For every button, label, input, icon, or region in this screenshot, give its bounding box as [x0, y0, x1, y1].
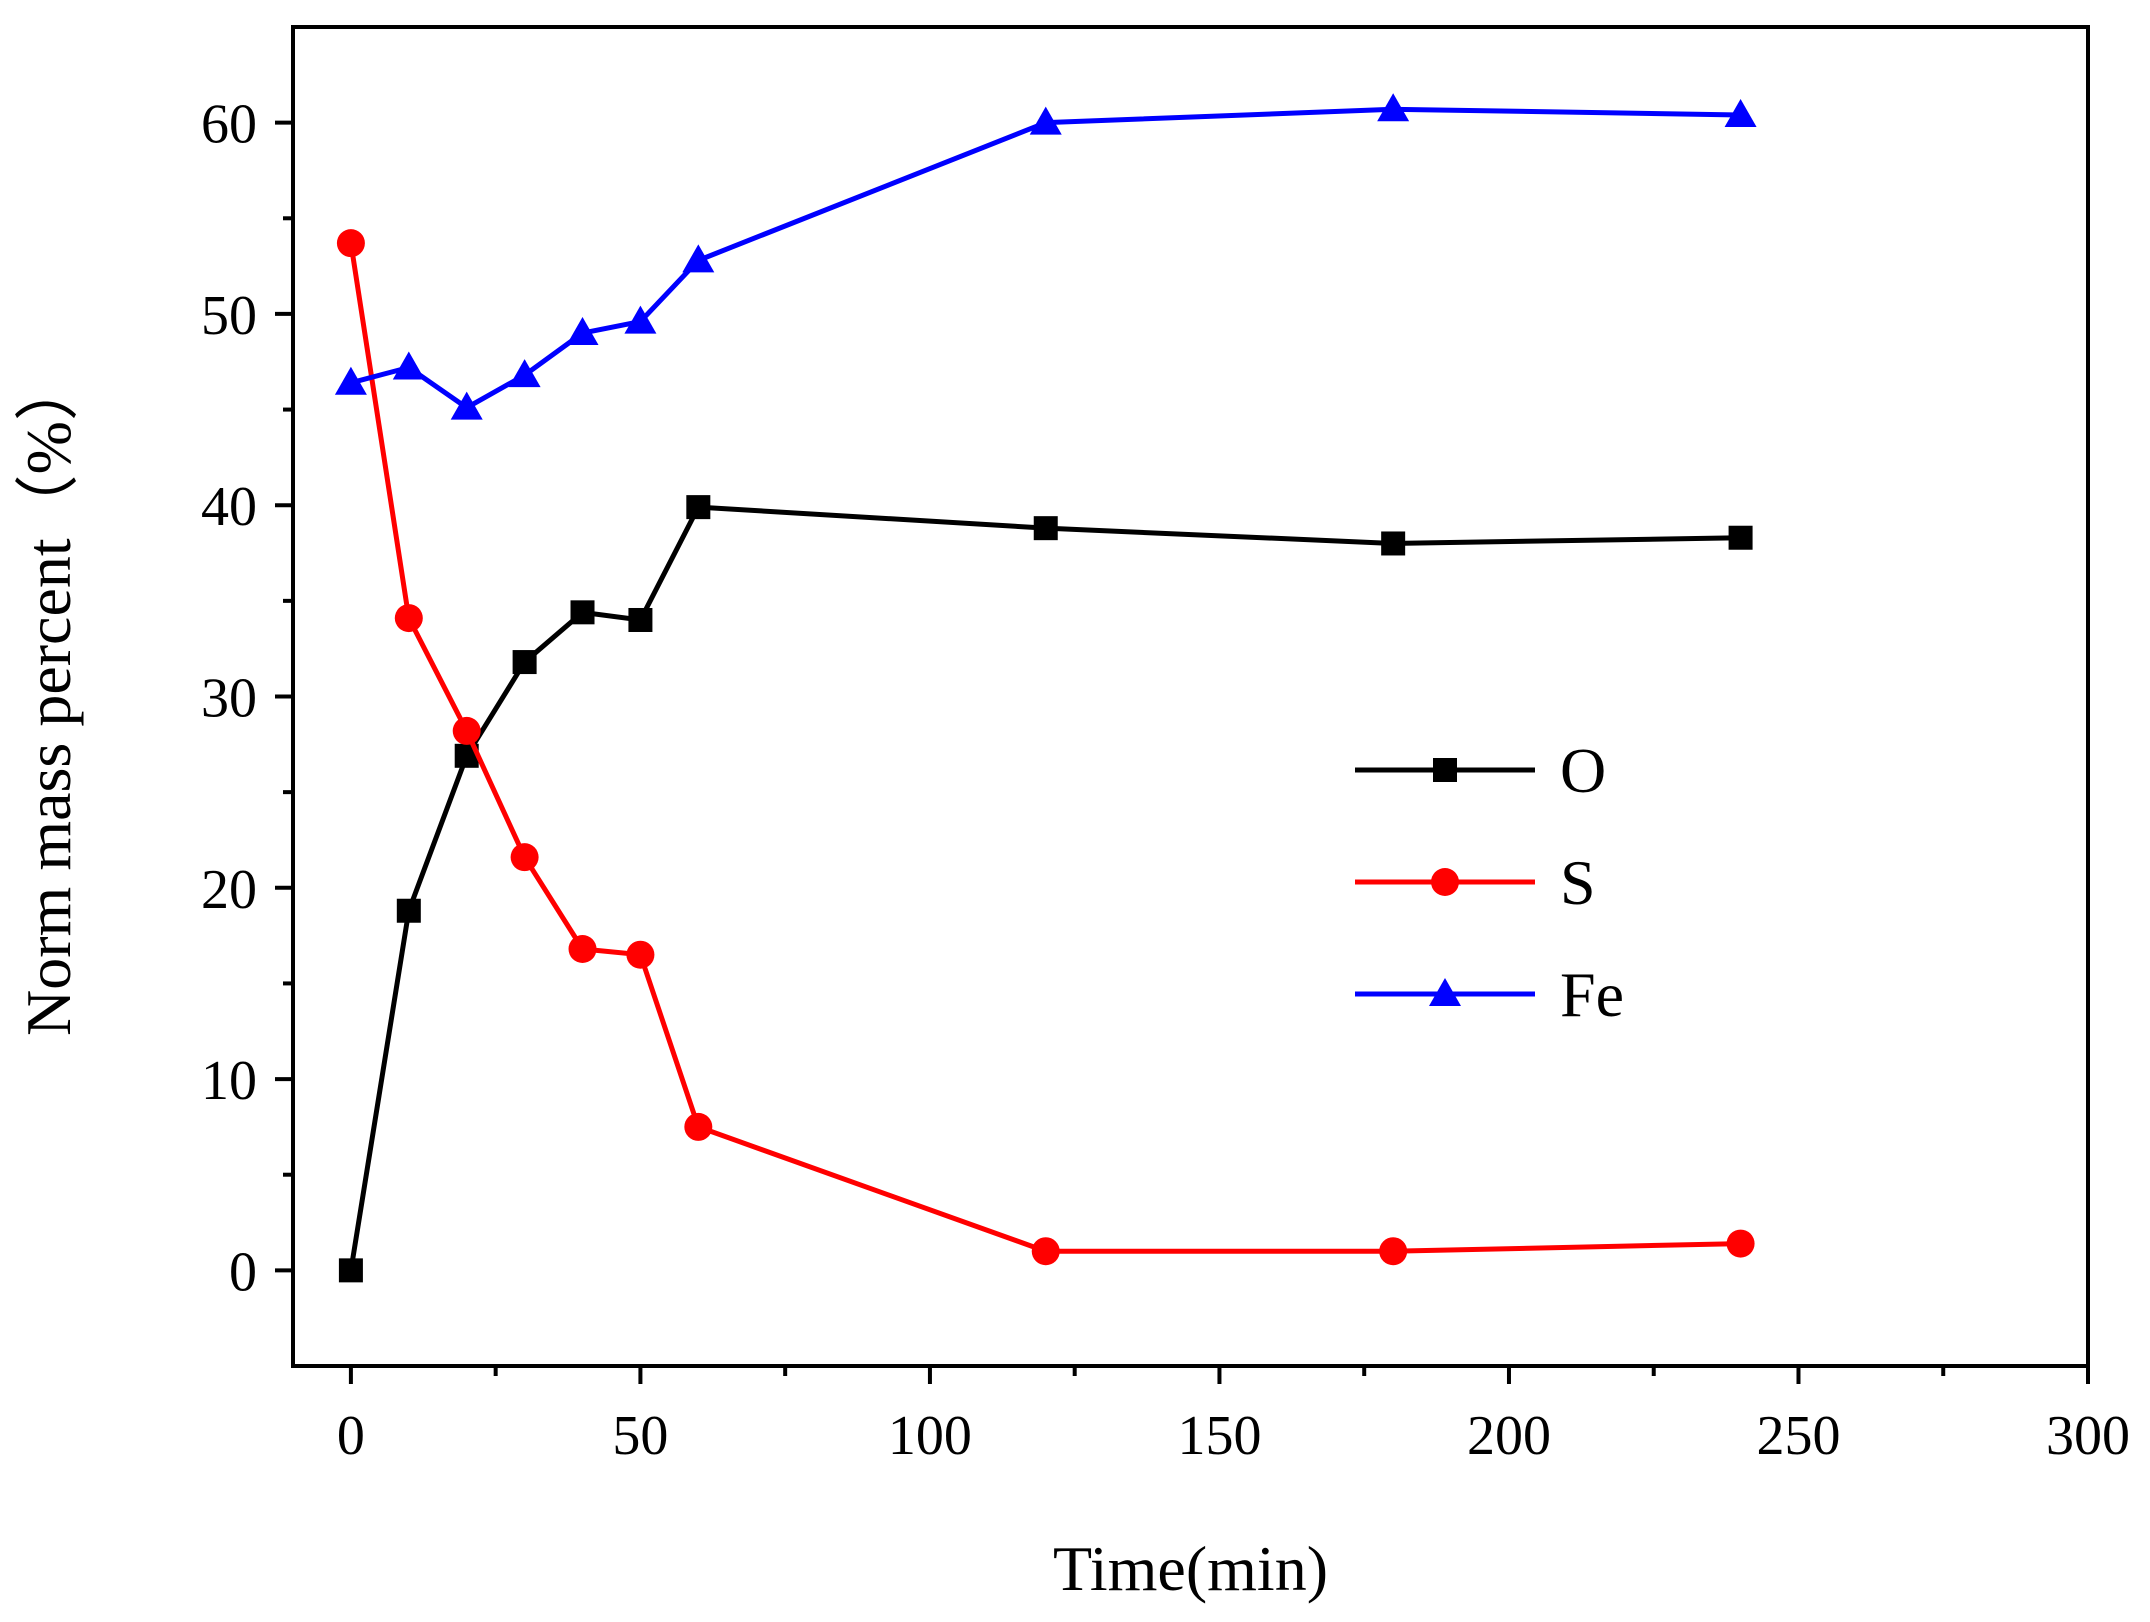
data-point-s: [1031, 1237, 1060, 1266]
series-s-line: [348, 242, 1741, 1254]
y-tick-label: 60: [201, 94, 257, 156]
data-point-s: [336, 229, 365, 258]
series-fe: [334, 93, 1757, 420]
data-point-s: [394, 604, 423, 633]
series-s: [336, 229, 1755, 1266]
x-axis-title: Time(min): [1053, 1533, 1328, 1604]
data-point-o: [338, 1258, 363, 1283]
legend-label-fe: Fe: [1560, 959, 1624, 1030]
x-tick-label: 250: [1756, 1405, 1840, 1467]
data-point-fe: [450, 391, 483, 420]
x-tick-label: 200: [1467, 1405, 1551, 1467]
x-tick-label: 50: [612, 1405, 668, 1467]
data-point-s: [1726, 1229, 1755, 1258]
data-point-s: [684, 1112, 713, 1141]
data-point-fe: [682, 244, 715, 273]
y-tick-label: 10: [201, 1050, 257, 1112]
data-point-s: [510, 843, 539, 872]
data-point-fe: [624, 305, 657, 334]
x-tick-label: 300: [2046, 1405, 2130, 1467]
data-point-fe: [508, 359, 541, 388]
data-point-fe: [1724, 98, 1757, 127]
data-point-o: [1728, 525, 1753, 550]
y-tick-label: 50: [201, 285, 257, 347]
data-point-o: [628, 607, 653, 632]
series-o-line: [348, 504, 1741, 1271]
data-point-s: [626, 940, 655, 969]
legend: OS Fe: [1355, 735, 1624, 1030]
y-tick-label: 40: [201, 476, 257, 538]
y-tick-label: 30: [201, 668, 257, 730]
y-tick-label: 20: [201, 859, 257, 921]
x-tick-label: 0: [337, 1405, 365, 1467]
data-point-fe: [392, 351, 425, 380]
x-tick-label: 100: [888, 1405, 972, 1467]
series-layer: [334, 93, 1757, 1283]
data-point-s: [452, 716, 481, 745]
data-point-fe: [1029, 106, 1062, 135]
legend-label-s: S: [1560, 847, 1596, 918]
series-fe-line: [350, 106, 1741, 411]
legend-marker-o: [1433, 758, 1457, 782]
axis-layer: 0 50 100 150 200 250 300 0 10 20 30 40 50 60: [201, 94, 2130, 1467]
legend-marker-s: [1431, 868, 1459, 896]
legend-label-o: O: [1560, 735, 1606, 806]
y-tick-label: 0: [229, 1241, 257, 1303]
data-point-o: [686, 495, 711, 520]
data-point-s: [1379, 1237, 1408, 1266]
data-point-fe: [566, 317, 599, 346]
series-o: [338, 495, 1753, 1283]
legend-marker-fe: [1429, 978, 1461, 1006]
data-point-o: [1033, 516, 1058, 541]
data-point-s: [568, 934, 597, 963]
y-axis-title: Norm mass percent（%）: [13, 357, 84, 1036]
data-point-o: [570, 600, 595, 625]
data-point-o: [512, 650, 537, 675]
data-point-fe: [334, 366, 367, 395]
x-tick-label: 150: [1177, 1405, 1261, 1467]
data-point-fe: [1377, 93, 1410, 122]
data-point-o: [396, 898, 421, 923]
data-point-o: [1381, 531, 1406, 556]
